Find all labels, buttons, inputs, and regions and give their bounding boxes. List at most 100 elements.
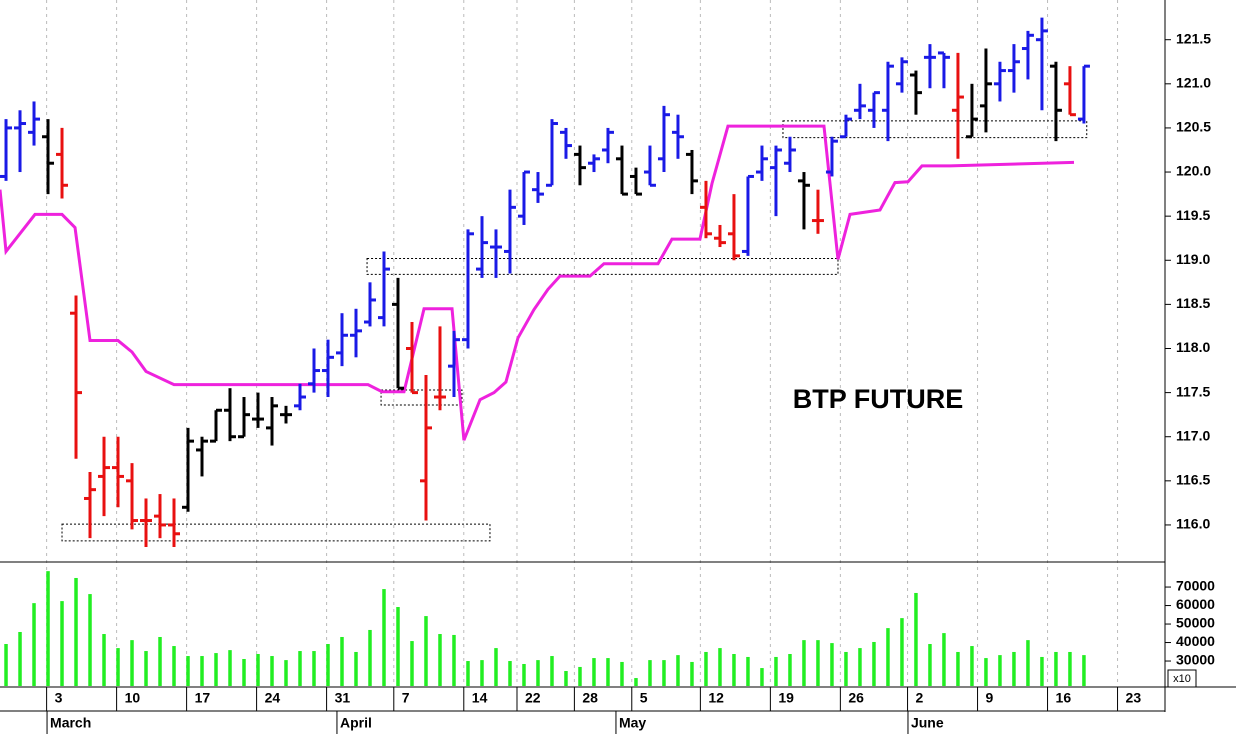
volume-bar — [942, 633, 946, 686]
volume-tick-label: 50000 — [1176, 615, 1215, 631]
price-zone — [782, 120, 1088, 139]
x-tick-label: 22 — [525, 690, 541, 706]
volume-bar — [130, 640, 134, 686]
volume-bar — [522, 663, 526, 686]
volume-bar — [970, 646, 974, 686]
volume-bar — [732, 654, 736, 686]
volume-bar — [186, 656, 190, 686]
volume-bar — [480, 660, 484, 686]
month-label: March — [50, 715, 91, 731]
y-tick-label: 118.5 — [1176, 295, 1210, 311]
volume-bar — [1068, 651, 1072, 686]
volume-bar — [536, 660, 540, 686]
volume-tick-label: 60000 — [1176, 596, 1215, 612]
x-tick-label: 14 — [472, 690, 488, 706]
volume-bar — [746, 656, 750, 686]
volume-bar — [214, 653, 218, 686]
volume-bar — [158, 636, 162, 686]
volume-bar — [242, 658, 246, 686]
volume-bar — [956, 651, 960, 686]
volume-bar — [760, 668, 764, 686]
volume-bar — [998, 655, 1002, 686]
multiplier-box — [1167, 669, 1197, 688]
price-zone — [61, 523, 491, 542]
x-tick-label: 7 — [402, 690, 410, 706]
volume-bar — [648, 660, 652, 686]
volume-bar — [774, 656, 778, 686]
volume-bar — [312, 651, 316, 686]
volume-bar — [592, 658, 596, 686]
volume-bar — [1026, 640, 1030, 686]
x-tick-label: 10 — [125, 690, 141, 706]
volume-bar — [914, 592, 918, 686]
x-tick-label: 19 — [778, 690, 794, 706]
x-tick-label: 9 — [986, 690, 994, 706]
y-tick-label: 118.0 — [1176, 339, 1210, 355]
volume-bar — [704, 651, 708, 686]
volume-tick-label: 30000 — [1176, 652, 1215, 668]
volume-tick-label: 70000 — [1176, 578, 1215, 594]
volume-bar — [340, 636, 344, 686]
volume-bar — [410, 641, 414, 686]
month-label: April — [340, 715, 372, 731]
y-tick-label: 121.0 — [1176, 75, 1211, 91]
volume-bar — [4, 644, 8, 686]
month-label: May — [619, 715, 646, 731]
volume-bar — [32, 603, 36, 686]
y-tick-label: 119.5 — [1176, 207, 1210, 223]
x-tick-label: 17 — [195, 690, 211, 706]
volume-bar — [550, 656, 554, 686]
volume-bar — [900, 618, 904, 686]
price-zone — [366, 258, 839, 275]
volume-bar — [718, 648, 722, 686]
y-tick-label: 119.0 — [1176, 251, 1210, 267]
volume-bar — [172, 646, 176, 686]
volume-bar — [858, 648, 862, 686]
volume-bar — [1054, 651, 1058, 686]
volume-bar — [200, 656, 204, 686]
chart-title: BTP FUTURE — [793, 384, 964, 414]
volume-bar — [102, 634, 106, 686]
volume-bar — [1040, 656, 1044, 686]
volume-bar — [382, 589, 386, 686]
volume-bar — [802, 640, 806, 686]
volume-bar — [928, 644, 932, 686]
x-tick-label: 26 — [848, 690, 864, 706]
volume-bar — [256, 654, 260, 686]
x-tick-label: 28 — [582, 690, 598, 706]
volume-bar — [424, 616, 428, 686]
y-tick-label: 116.0 — [1176, 516, 1210, 532]
volume-bar — [788, 654, 792, 686]
volume-bar — [844, 651, 848, 686]
volume-bar — [74, 577, 78, 686]
volume-bar — [284, 660, 288, 686]
volume-bar — [676, 655, 680, 686]
volume-bar — [620, 661, 624, 686]
x-tick-label: 31 — [335, 690, 351, 706]
volume-bar — [438, 634, 442, 686]
x-tick-label: 2 — [916, 690, 924, 706]
x-tick-label: 24 — [265, 690, 281, 706]
volume-bar — [298, 651, 302, 686]
x-tick-label: 5 — [640, 690, 648, 706]
volume-bar — [452, 634, 456, 686]
y-tick-label: 117.5 — [1176, 383, 1210, 399]
volume-bar — [1012, 651, 1016, 686]
volume-bar — [18, 631, 22, 686]
volume-tick-label: 40000 — [1176, 633, 1215, 649]
volume-bar — [88, 594, 92, 686]
volume-bar — [144, 651, 148, 686]
volume-bar — [564, 671, 568, 686]
volume-bar — [228, 650, 232, 686]
y-tick-label: 120.0 — [1176, 163, 1211, 179]
volume-bar — [662, 660, 666, 686]
volume-bar — [830, 643, 834, 686]
volume-bar — [466, 661, 470, 686]
volume-bar — [816, 640, 820, 686]
y-tick-label: 120.5 — [1176, 119, 1211, 135]
volume-bar — [60, 601, 64, 686]
volume-bar — [270, 656, 274, 686]
volume-bar — [494, 648, 498, 686]
volume-bar — [872, 641, 876, 686]
x-tick-label: 3 — [55, 690, 63, 706]
